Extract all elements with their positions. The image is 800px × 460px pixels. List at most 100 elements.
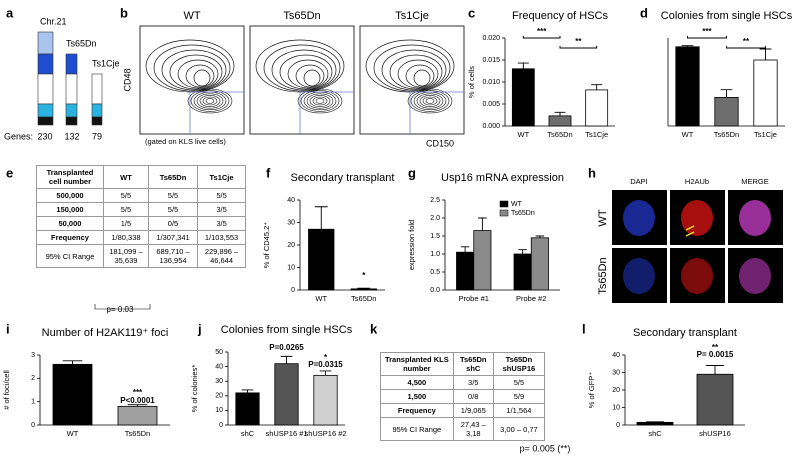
y-tick-label: 10 [612, 404, 620, 411]
x-tick-label: shC [241, 429, 255, 438]
x-tick-label: Probe #1 [459, 294, 489, 303]
bar [513, 253, 532, 291]
table-note: p= 0.03 [107, 305, 134, 314]
y-axis-label: # of foci/cell [2, 370, 11, 410]
table-row: 500,000 5/5 5/5 5/5 [36, 188, 246, 203]
error-bar [319, 370, 332, 376]
y-axis-label: % of CD45.2⁺ [262, 222, 271, 269]
x-tick-label: shC [648, 429, 662, 438]
error-bar [460, 246, 470, 253]
legend-swatch [499, 209, 509, 217]
contour [263, 44, 341, 92]
y-axis-label: expression fold [407, 220, 416, 270]
table-cell: 5/5 [492, 375, 546, 390]
error-bar [681, 45, 694, 47]
chart-title: Usp16 mRNA expression [441, 172, 564, 184]
y-tick-label: 50 [215, 349, 223, 356]
error-bar [554, 111, 566, 116]
error-bar [314, 206, 328, 230]
nucleus [681, 258, 713, 294]
contour [303, 69, 321, 87]
nucleus [739, 258, 771, 294]
contour [271, 49, 337, 91]
significance-bracket [559, 46, 598, 49]
table-cell: 0/5 [147, 216, 199, 231]
table-note: p= 0.005 (**) [520, 443, 571, 453]
y-tick-label: 10 [287, 264, 295, 271]
contour [279, 54, 333, 90]
bar [473, 230, 492, 291]
error-bar [478, 217, 487, 231]
contour [161, 49, 227, 91]
bar [350, 288, 377, 291]
x-tick-label: WT [67, 429, 79, 438]
x-tick-label: Ts1Cje [585, 130, 608, 139]
contour [187, 88, 233, 114]
y-tick-label: 30 [215, 378, 223, 385]
table-cell: 1/5 [102, 216, 149, 231]
table-cell: 5/5 [102, 202, 149, 217]
panel-label: k [370, 321, 378, 336]
x-tick-label: WT [517, 130, 529, 139]
y-tick-label: 0 [31, 422, 35, 429]
panel-label: g [408, 165, 416, 180]
annotation: P=0.0315 [308, 360, 343, 369]
chromosome-bars [37, 31, 103, 126]
table-cell: 150,000 [36, 202, 104, 217]
table-cell: 1/103,553 [197, 230, 246, 245]
table-cell: Frequency [36, 230, 104, 245]
bar [456, 251, 475, 291]
panel-label: a [6, 5, 14, 20]
x-axis-label: CD150 [426, 138, 454, 148]
table-cell: 95% CI Range [36, 244, 104, 268]
table-cell: 500,000 [36, 188, 104, 203]
table-cell: Ts65Dn [147, 165, 199, 189]
annotation: ** [743, 37, 750, 46]
table-cell: 1/1,564 [492, 403, 546, 418]
x-tick-label: Ts65Dn [547, 130, 572, 139]
contour [397, 59, 439, 89]
annotation: *** [133, 388, 143, 397]
genes-label: Genes: [4, 131, 33, 141]
contour [410, 90, 450, 112]
contour [373, 44, 451, 92]
gene-count: 132 [64, 131, 79, 141]
table-cell: 181,099 – 35,639 [102, 244, 149, 268]
contour [297, 88, 343, 114]
y-tick-label: 20 [612, 387, 620, 394]
annotation: P<0.0001 [120, 396, 155, 405]
table-cell: 1/9,065 [452, 403, 494, 418]
table-cell: 1,500 [380, 389, 454, 404]
contour [389, 54, 443, 90]
y-tick-label: 0 [291, 287, 295, 294]
table-row: Transplanted cell number WT Ts65Dn Ts1Cje [36, 165, 246, 189]
table-row: 95% CI Range 27,43 – 3,18 3,00 – 0,77 [380, 417, 546, 441]
nucleus [623, 258, 655, 294]
y-tick-label: 20 [215, 393, 223, 400]
nucleus [681, 200, 713, 236]
panel-label: d [640, 5, 648, 20]
contour [169, 54, 223, 90]
table: Transplanted KLS number Ts65Dn shC Ts65Dn … [380, 352, 546, 441]
contour [153, 44, 231, 92]
y-tick-label: 0 [616, 422, 620, 429]
x-tick-label: shUSP16 #2 [304, 429, 346, 438]
y-tick-label: 0.020 [482, 35, 500, 42]
error-bar [759, 48, 772, 60]
contour [300, 90, 340, 112]
column-label: MERGE [741, 177, 769, 186]
x-tick-label: Ts65Dn [351, 294, 376, 303]
table-cell: Transplanted KLS number [380, 352, 454, 376]
table-row: 50,000 1/5 0/5 3/5 [36, 216, 246, 231]
table-cell: 5/5 [102, 188, 149, 203]
bar [714, 97, 739, 127]
plot-frame [359, 25, 465, 135]
bar [235, 392, 260, 426]
bar [52, 363, 93, 426]
table-cell: 689,710 – 136,954 [147, 244, 199, 268]
contour [407, 88, 453, 114]
chromosome-label: Chr.21 [40, 16, 67, 26]
y-tick-label: 2.0 [430, 215, 440, 222]
contour [185, 64, 215, 88]
